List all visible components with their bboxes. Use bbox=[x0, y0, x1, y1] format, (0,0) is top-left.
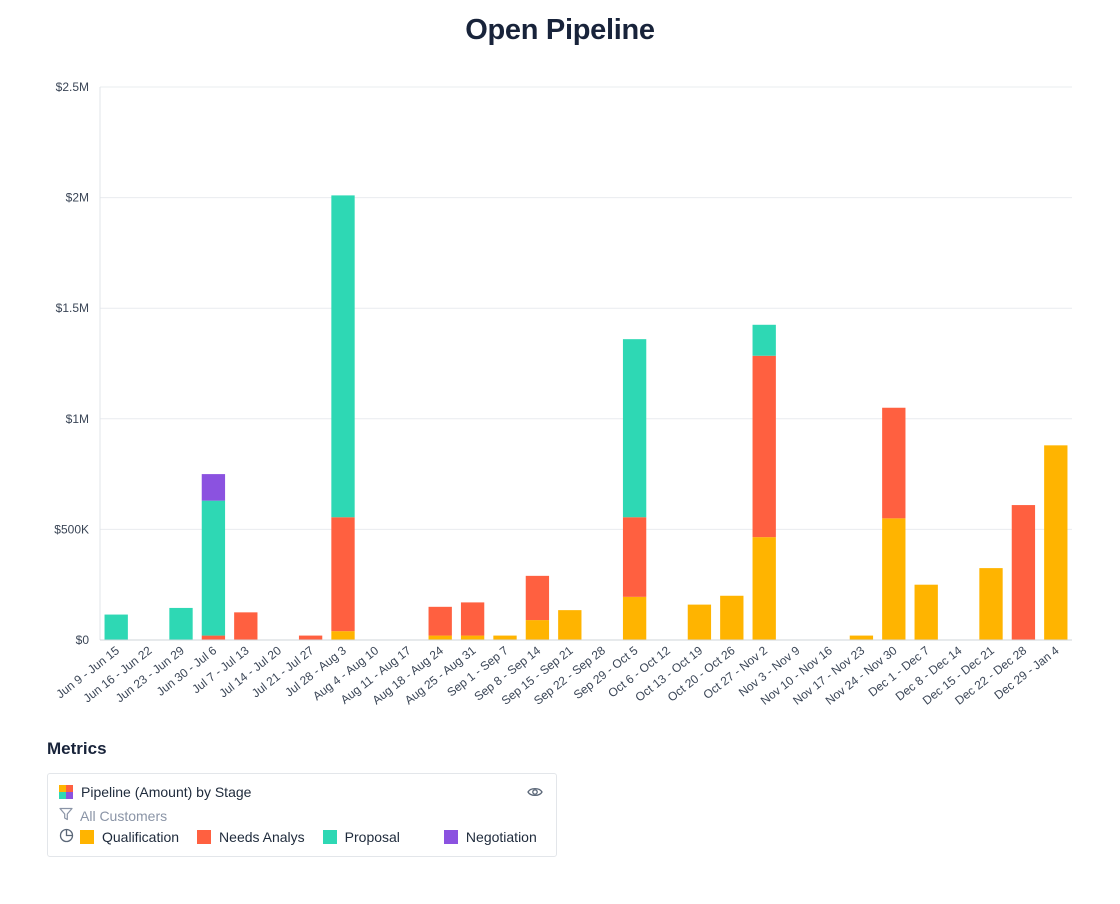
bar-segment-proposal[interactable] bbox=[104, 614, 128, 640]
eye-icon[interactable] bbox=[527, 785, 543, 803]
bar-segment-needs-analys[interactable] bbox=[525, 575, 550, 621]
gridlines bbox=[100, 86, 1072, 530]
bar-segment-needs-analys[interactable] bbox=[201, 635, 226, 640]
y-tick-label: $2.5M bbox=[56, 80, 89, 94]
bar-segment-qualification[interactable] bbox=[914, 584, 938, 640]
bar-segment-needs-analys[interactable] bbox=[460, 602, 485, 636]
filter-label: All Customers bbox=[80, 807, 168, 824]
bar-segment-qualification[interactable] bbox=[331, 631, 355, 640]
bar-segment-qualification[interactable] bbox=[558, 610, 582, 640]
bar-segment-proposal[interactable] bbox=[201, 500, 226, 636]
legend-swatch bbox=[80, 830, 94, 844]
bar-segment-needs-analys[interactable] bbox=[622, 517, 647, 597]
legend-label: Negotiation bbox=[465, 829, 537, 845]
bar-segment-needs-analys[interactable] bbox=[752, 355, 776, 538]
legend-row: Qualification Needs Analys Proposal Nego… bbox=[59, 828, 555, 846]
bar-segment-qualification[interactable] bbox=[687, 604, 712, 640]
legend-swatch bbox=[197, 830, 212, 844]
bar-segment-qualification[interactable] bbox=[979, 568, 1003, 640]
bar-segment-qualification[interactable] bbox=[493, 635, 517, 640]
legend-label: Proposal bbox=[344, 829, 400, 845]
bar-segment-proposal[interactable] bbox=[622, 339, 647, 518]
bar-segment-needs-analys[interactable] bbox=[331, 517, 355, 632]
bar-segment-qualification[interactable] bbox=[622, 596, 647, 640]
y-tick-label: $500K bbox=[54, 522, 89, 536]
bar-segment-qualification[interactable] bbox=[752, 537, 776, 640]
metric-row[interactable]: Pipeline (Amount) by Stage bbox=[59, 784, 251, 800]
legend-label: Needs Analys bbox=[219, 829, 305, 845]
bar-segment-needs-analys[interactable] bbox=[882, 407, 906, 519]
legend-label: Qualification bbox=[102, 829, 180, 845]
legend-item-qualification[interactable]: Qualification bbox=[80, 829, 179, 845]
y-tick-label: $2M bbox=[66, 191, 89, 205]
metrics-heading: Metrics bbox=[47, 739, 107, 758]
y-tick-label: $0 bbox=[76, 633, 90, 647]
bar-segment-proposal[interactable] bbox=[331, 195, 355, 518]
stacked-grid-icon bbox=[59, 785, 73, 799]
bar-segment-qualification[interactable] bbox=[849, 635, 874, 640]
filter-row[interactable]: All Customers bbox=[59, 807, 167, 824]
legend-item-negotiation[interactable]: Negotiation bbox=[443, 829, 537, 845]
y-axis-tick-labels: $0 $500K $1M $1.5M $2M $2.5M bbox=[54, 80, 89, 647]
bars bbox=[104, 195, 1068, 640]
legend-swatch bbox=[443, 830, 458, 844]
bar-segment-proposal[interactable] bbox=[752, 324, 776, 356]
legend-item-proposal[interactable]: Proposal bbox=[322, 829, 400, 845]
legend-item-needs-analysis[interactable]: Needs Analys bbox=[197, 829, 305, 845]
bar-segment-needs-analys[interactable] bbox=[298, 635, 323, 640]
bar-segment-qualification[interactable] bbox=[428, 635, 452, 640]
bar-segment-negotiation[interactable] bbox=[201, 474, 226, 501]
metric-name: Pipeline (Amount) by Stage bbox=[81, 784, 252, 800]
y-tick-label: $1.5M bbox=[56, 301, 89, 315]
bar-segment-qualification[interactable] bbox=[882, 518, 906, 640]
pie-chart-icon bbox=[59, 828, 74, 846]
y-tick-label: $1M bbox=[66, 412, 89, 426]
chart-title: Open Pipeline bbox=[465, 14, 655, 46]
bar-segment-proposal[interactable] bbox=[169, 607, 193, 640]
legend-swatch bbox=[322, 830, 337, 844]
metrics-panel: Pipeline (Amount) by Stage All Customers… bbox=[47, 773, 557, 857]
bar-segment-qualification[interactable] bbox=[1044, 445, 1068, 640]
bar-segment-needs-analys[interactable] bbox=[428, 606, 452, 636]
bar-segment-qualification[interactable] bbox=[460, 635, 485, 640]
funnel-icon bbox=[59, 807, 73, 824]
bar-segment-needs-analys[interactable] bbox=[234, 612, 258, 640]
bar-segment-needs-analys[interactable] bbox=[1011, 505, 1036, 640]
bar-segment-qualification[interactable] bbox=[525, 620, 550, 640]
bar-segment-qualification[interactable] bbox=[720, 595, 744, 640]
stacked-bar-chart: $0 $500K $1M $1.5M $2M $2.5M Jun 9 - Jun 15Ju… bbox=[53, 80, 1072, 708]
